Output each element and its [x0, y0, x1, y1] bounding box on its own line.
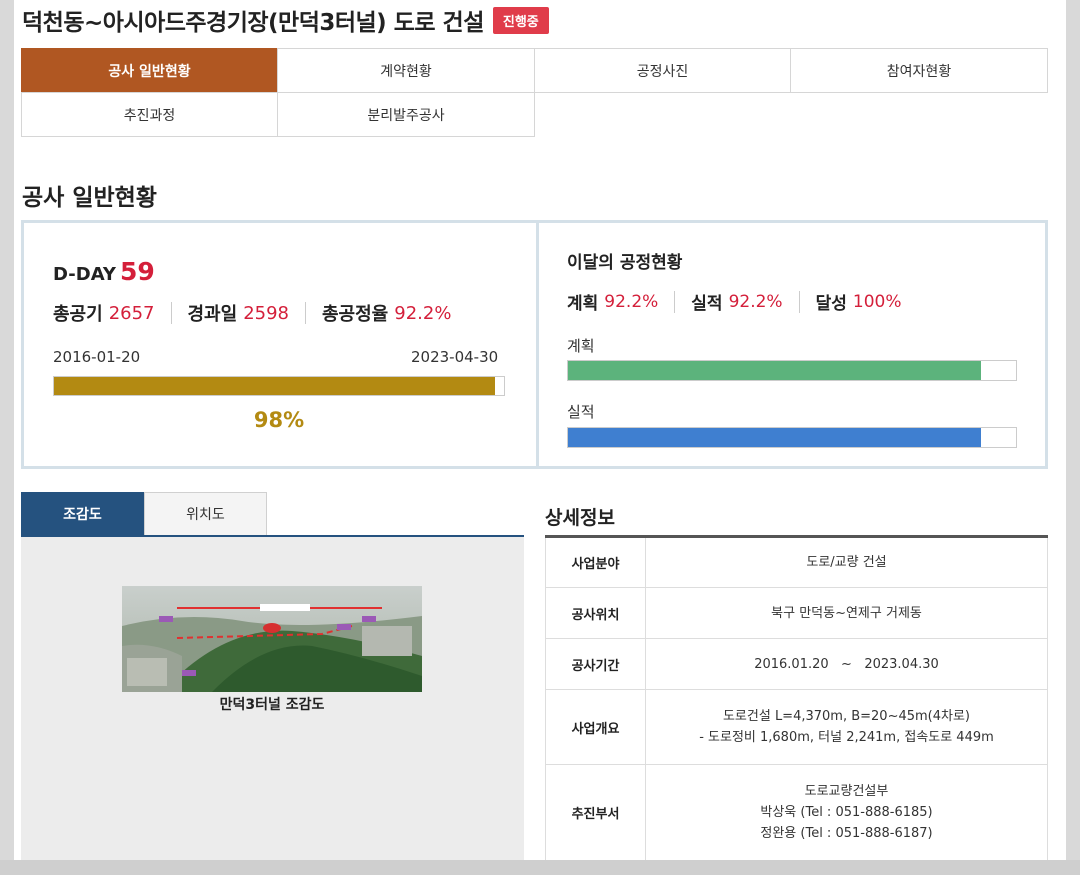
- detail-label: 공사위치: [545, 587, 646, 639]
- aerial-view-image[interactable]: [122, 586, 422, 692]
- detail-value-line: - 도로정비 1,680m, 터널 2,241m, 접속도로 449m: [699, 730, 994, 745]
- tab-contract-status[interactable]: 계약현황: [277, 48, 535, 93]
- achieve-label: 달성: [815, 294, 847, 314]
- tab-progress-history[interactable]: 추진과정: [21, 92, 278, 137]
- aerial-caption: 만덕3터널 조감도: [219, 697, 325, 713]
- monthly-stats: 계획 92.2% 실적 92.2% 달성 100%: [567, 289, 901, 314]
- detail-value-line: 도로건설 L=4,370m, B=20~45m(4차로): [722, 709, 971, 724]
- total-days-value: 2657: [108, 302, 155, 324]
- table-row: 사업분야 도로/교량 건설: [545, 536, 1048, 588]
- detail-label: 사업분야: [545, 536, 646, 588]
- detail-value-line: 2016.01.20 ~ 2023.04.30: [754, 656, 939, 672]
- start-date: 2016-01-20: [53, 348, 141, 366]
- detail-value: 도로교량건설부 박상욱 (Tel : 051-888-6185) 정완용 (Te…: [645, 764, 1048, 861]
- window-frame-left: [0, 0, 14, 875]
- window-frame-right: [1066, 0, 1080, 875]
- achieve-value: 100%: [852, 291, 902, 312]
- stat-separator: [798, 290, 800, 313]
- actual-value: 92.2%: [728, 291, 783, 312]
- plan-progress-fill: [568, 361, 982, 380]
- detail-value-line: 정완용 (Tel : 051-888-6187): [760, 826, 933, 841]
- detail-table: 사업분야 도로/교량 건설 공사위치 북구 만덕동~연제구 거제동 공사기간 2…: [545, 535, 1048, 861]
- plan-bar-label: 계획: [567, 337, 595, 355]
- tab-process-photos[interactable]: 공정사진: [534, 48, 791, 93]
- summary-divider: [536, 223, 539, 466]
- detail-value: 2016.01.20 ~ 2023.04.30: [645, 638, 1048, 690]
- detail-label: 추진부서: [545, 764, 646, 861]
- table-row: 공사위치 북구 만덕동~연제구 거제동: [545, 587, 1048, 639]
- stat-separator: [170, 302, 172, 324]
- actual-progress-fill: [568, 428, 982, 447]
- status-badge: 진행중: [492, 6, 549, 34]
- actual-label: 실적: [691, 294, 723, 314]
- detail-label: 공사기간: [545, 638, 646, 690]
- stat-separator: [305, 302, 306, 324]
- title-row: 덕천동~아시아드주경기장(만덕3터널) 도로 건설 진행중: [22, 2, 549, 38]
- actual-bar-label: 실적: [567, 403, 595, 421]
- aerial-illustration: [122, 586, 422, 692]
- detail-value: 도로/교량 건설: [645, 536, 1048, 588]
- detail-value: 도로건설 L=4,370m, B=20~45m(4차로) - 도로정비 1,68…: [645, 689, 1048, 765]
- map-tabs: 조감도 위치도: [21, 492, 524, 538]
- stat-separator: [674, 290, 676, 313]
- total-days-label: 총공기: [53, 304, 103, 325]
- time-progress-text: 98%: [253, 408, 305, 432]
- plan-label: 계획: [567, 294, 599, 314]
- overview-stats: 총공기 2657 경과일 2598 총공정율 92.2%: [53, 300, 451, 326]
- plan-progress-bar: [567, 360, 1017, 381]
- overall-rate-value: 92.2%: [394, 302, 452, 324]
- tab-location-map[interactable]: 위치도: [144, 492, 267, 535]
- time-progress-bar: [53, 376, 505, 396]
- end-date: 2023-04-30: [411, 348, 499, 366]
- detail-value-line: 북구 만덕동~연제구 거제동: [771, 605, 922, 621]
- monthly-title: 이달의 공정현황: [567, 253, 683, 273]
- dday-value: 59: [119, 257, 155, 286]
- table-row: 공사기간 2016.01.20 ~ 2023.04.30: [545, 638, 1048, 690]
- window-frame-bottom: [0, 860, 1080, 875]
- overall-rate-label: 총공정율: [322, 304, 389, 325]
- actual-progress-bar: [567, 427, 1017, 448]
- dday-label: D-DAY: [53, 264, 116, 285]
- tab-participants[interactable]: 참여자현황: [790, 48, 1048, 93]
- dday: D-DAY 59: [53, 257, 155, 286]
- table-row: 사업개요 도로건설 L=4,370m, B=20~45m(4차로) - 도로정비…: [545, 689, 1048, 765]
- elapsed-label: 경과일: [187, 304, 238, 325]
- summary-panel: D-DAY 59 총공기 2657 경과일 2598 총공정율 92.2% 201…: [21, 220, 1048, 469]
- detail-value: 북구 만덕동~연제구 거제동: [645, 587, 1048, 639]
- map-panel: 만덕3터널 조감도: [21, 537, 524, 860]
- detail-title: 상세정보: [545, 507, 615, 529]
- detail-value-line: 도로/교량 건설: [806, 555, 887, 570]
- elapsed-value: 2598: [243, 302, 289, 324]
- time-progress-fill: [54, 377, 495, 395]
- detail-value-line: 도로교량건설부: [804, 784, 889, 799]
- plan-value: 92.2%: [604, 291, 659, 312]
- detail-value-line: 박상욱 (Tel : 051-888-6185): [760, 805, 933, 820]
- section-title: 공사 일반현황: [22, 185, 157, 211]
- tab-general-status[interactable]: 공사 일반현황: [21, 48, 278, 102]
- table-row: 추진부서 도로교량건설부 박상욱 (Tel : 051-888-6185) 정완…: [545, 764, 1048, 861]
- page-title: 덕천동~아시아드주경기장(만덕3터널) 도로 건설: [22, 10, 484, 36]
- tab-bird-view[interactable]: 조감도: [21, 492, 144, 535]
- detail-label: 사업개요: [545, 689, 646, 765]
- tab-separate-orders[interactable]: 분리발주공사: [277, 92, 535, 137]
